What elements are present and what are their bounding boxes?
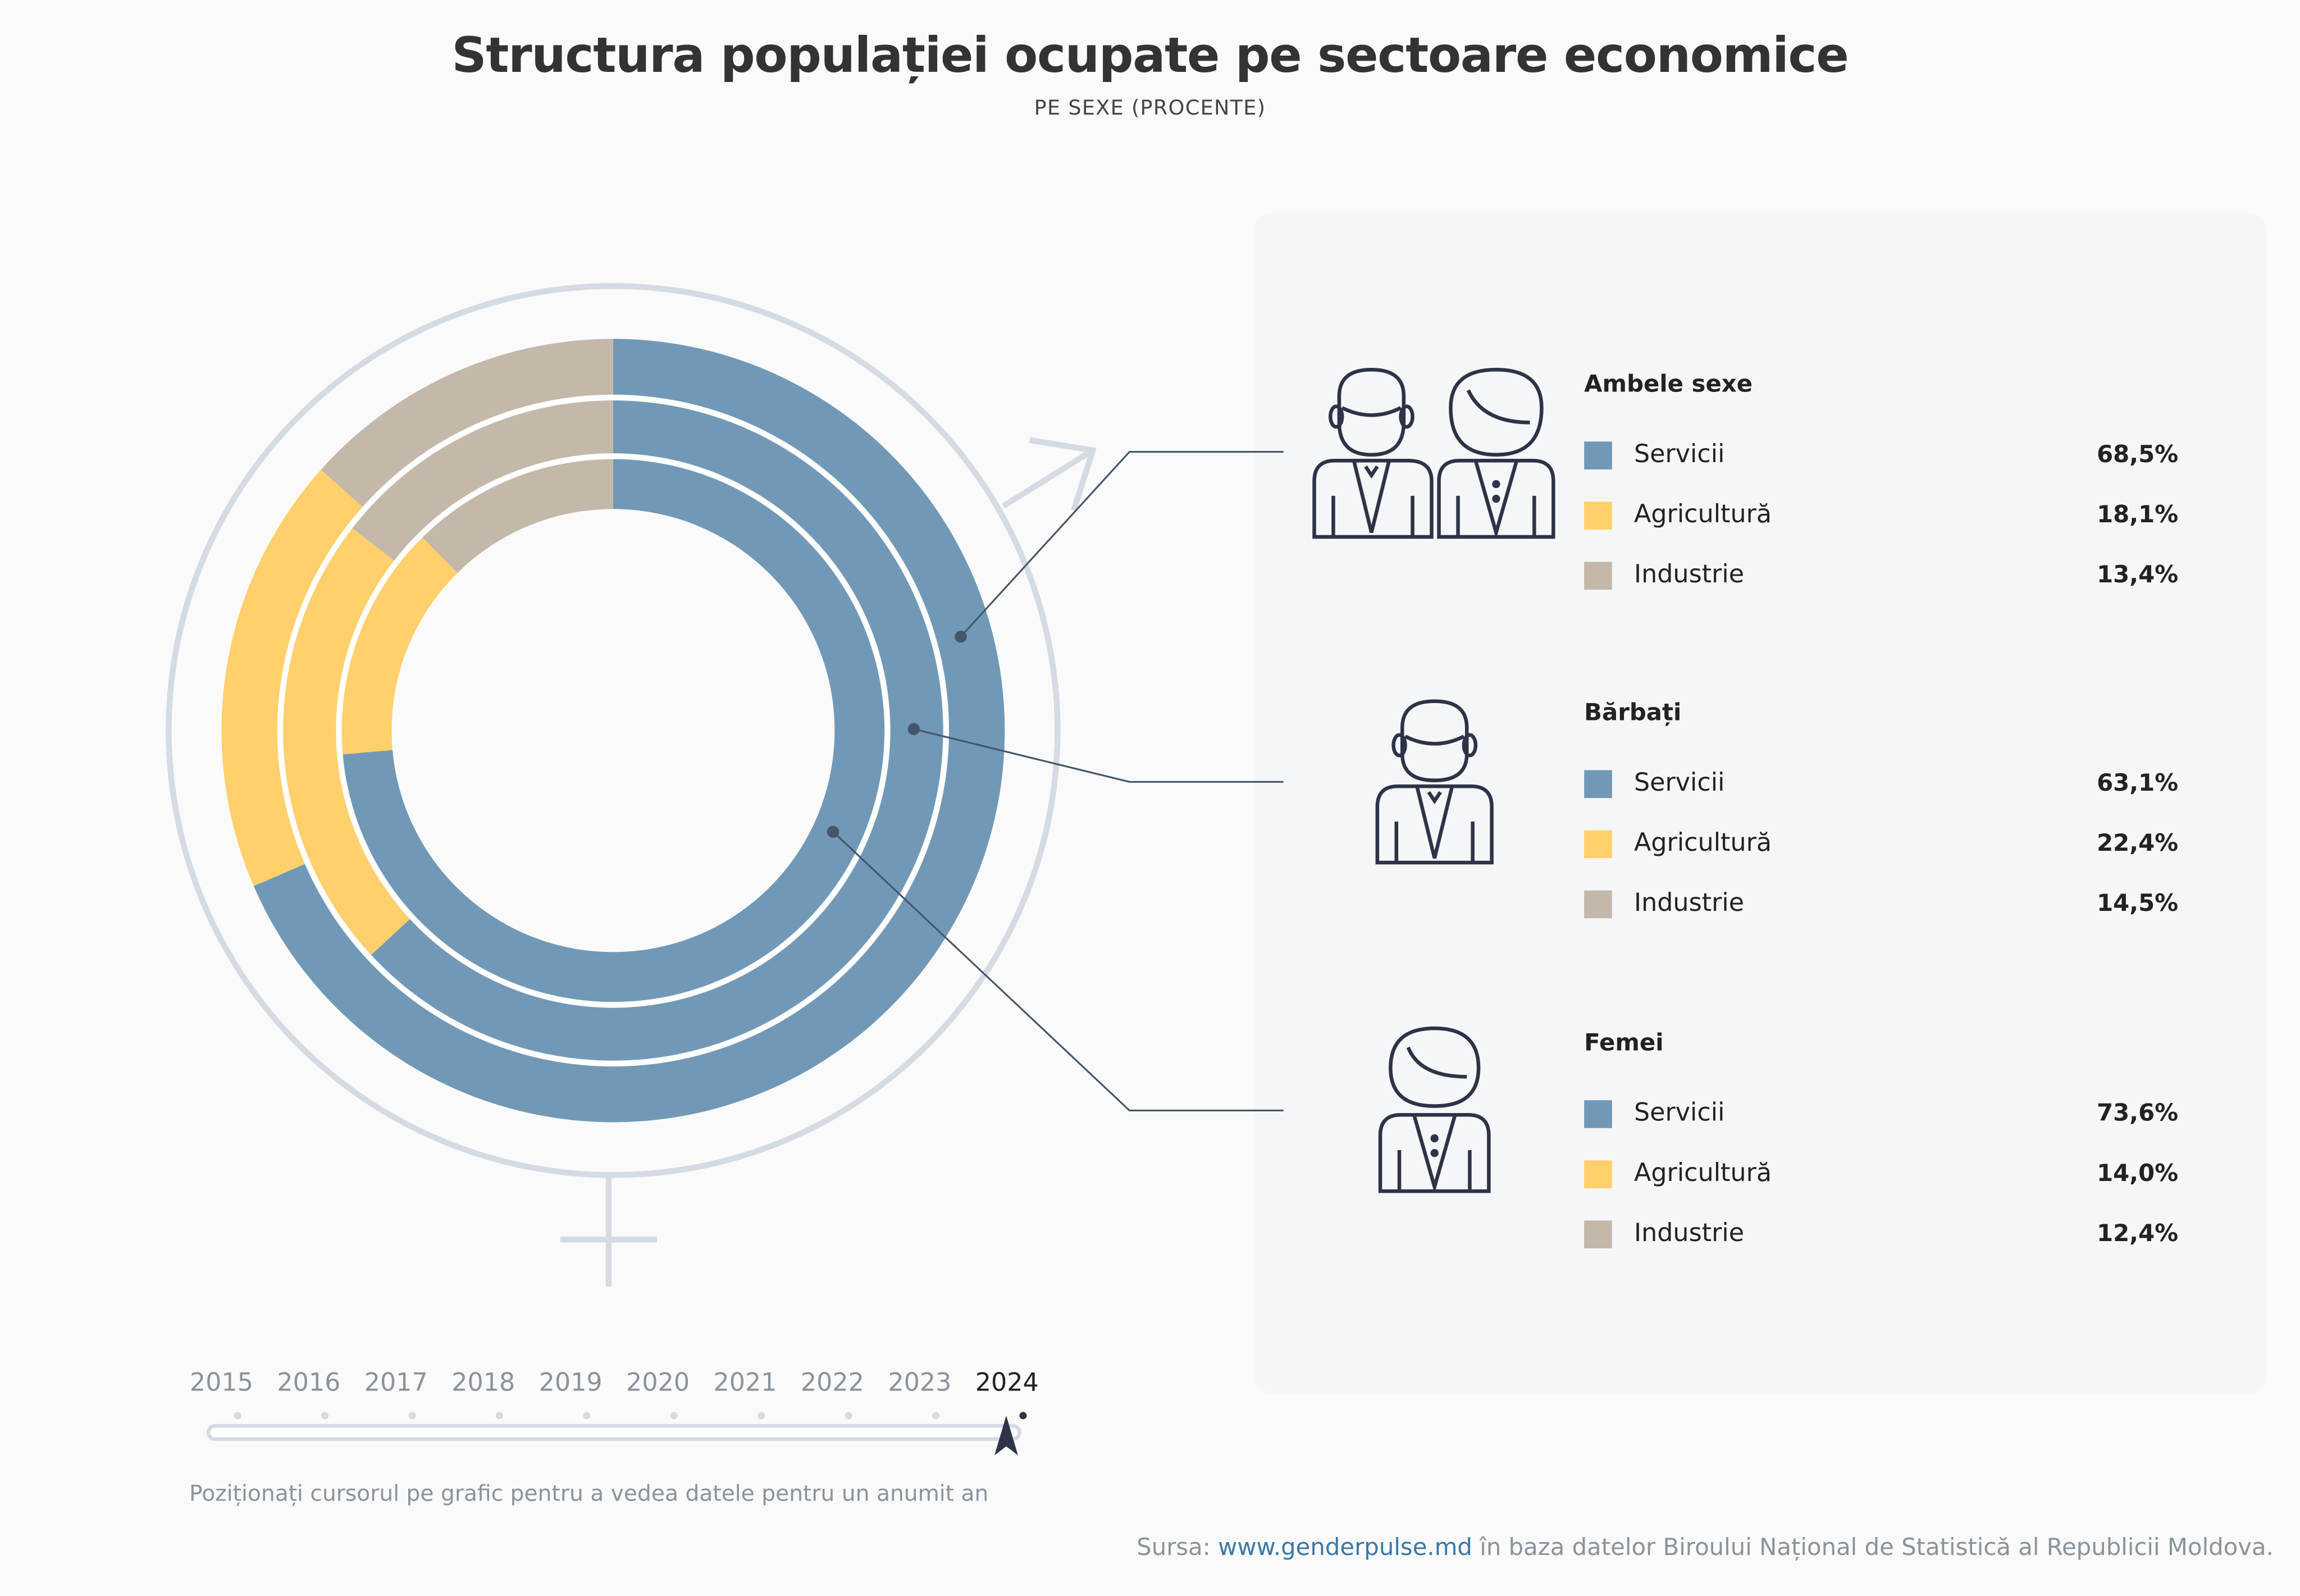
legend-swatch	[1584, 1220, 1612, 1248]
year-2019[interactable]: 2019	[539, 1369, 603, 1398]
legend-value: 13,4%	[2097, 560, 2179, 589]
year-dot[interactable]	[583, 1412, 591, 1420]
timeline-track[interactable]	[206, 1424, 1021, 1441]
legend-value: 14,5%	[2097, 888, 2179, 917]
timeline-cursor-icon[interactable]	[994, 1415, 1018, 1456]
legend-swatch	[1584, 770, 1612, 799]
timeline-slider[interactable]	[191, 1401, 1042, 1467]
legend-group-0: Ambele sexe Servicii 68,5% Agricultură 1…	[1584, 370, 2185, 590]
legend-label: Industrie	[1633, 560, 1745, 590]
source-link[interactable]: www.genderpulse.md	[1218, 1533, 1472, 1561]
woman-icon	[1378, 1026, 1491, 1194]
group-title: Femei	[1584, 1028, 1664, 1056]
year-2023[interactable]: 2023	[888, 1369, 952, 1398]
couple-icon	[1312, 368, 1555, 540]
legend-swatch	[1584, 890, 1612, 919]
legend-row[interactable]: Servicii 68,5%	[1584, 440, 2178, 472]
ring-separator	[278, 395, 948, 1066]
year-dot[interactable]	[234, 1412, 241, 1420]
legend-value: 68,5%	[2097, 440, 2179, 468]
legend-group-1: Bărbați Servicii 63,1% Agricultură 22,4%…	[1584, 698, 2185, 919]
arc-middle-2[interactable]	[352, 400, 613, 561]
legend-label: Servicii	[1633, 768, 1725, 799]
legend-swatch	[1584, 562, 1612, 590]
source-prefix: Sursa:	[1137, 1533, 1211, 1561]
year-2015[interactable]: 2015	[189, 1369, 253, 1398]
year-2022[interactable]: 2022	[800, 1369, 864, 1398]
group-title: Ambele sexe	[1584, 370, 1753, 398]
legend-row[interactable]: Agricultură 18,1%	[1584, 500, 2178, 532]
legend-label: Servicii	[1633, 440, 1725, 469]
legend-group-2: Femei Servicii 73,6% Agricultură 14,0% I…	[1584, 1028, 2185, 1248]
legend-row[interactable]: Agricultură 22,4%	[1584, 829, 2178, 861]
legend-label: Industrie	[1633, 888, 1745, 919]
man-icon	[1375, 699, 1494, 865]
legend-label: Agricultură	[1633, 828, 1772, 859]
legend-swatch	[1584, 1160, 1612, 1188]
connector-line-1	[914, 728, 1284, 783]
legend-value: 22,4%	[2097, 828, 2179, 857]
page-title: Structura populației ocupate pe sectoare…	[451, 26, 1849, 84]
source-note: Sursa: www.genderpulse.md în baza datelo…	[1137, 1533, 2274, 1561]
arc-inner-1[interactable]	[341, 537, 458, 755]
legend-value: 12,4%	[2097, 1219, 2179, 1247]
year-2018[interactable]: 2018	[451, 1369, 515, 1398]
arc-inner-2[interactable]	[422, 459, 613, 573]
page-subtitle: PE SEXE (PROCENTE)	[1034, 97, 1266, 121]
legend-value: 73,6%	[2097, 1098, 2179, 1127]
gender-symbol-icon	[166, 283, 1097, 1287]
year-2016[interactable]: 2016	[277, 1369, 341, 1398]
legend-label: Agricultură	[1633, 1159, 1772, 1188]
legend-row[interactable]: Servicii 63,1%	[1584, 769, 2178, 801]
legend-row[interactable]: Industrie 13,4%	[1584, 560, 2178, 592]
ring-separator	[336, 454, 890, 1007]
source-suffix: în baza datelor Biroului Național de Sta…	[1480, 1533, 2274, 1561]
legend-swatch	[1584, 830, 1612, 859]
group-title: Bărbați	[1584, 698, 1682, 727]
legend-value: 63,1%	[2097, 768, 2179, 797]
legend-value: 14,0%	[2097, 1159, 2179, 1187]
legend-label: Industrie	[1633, 1219, 1745, 1248]
year-dot[interactable]	[408, 1412, 416, 1420]
legend-label: Servicii	[1633, 1098, 1725, 1128]
year-2024[interactable]: 2024	[975, 1369, 1039, 1398]
year-2021[interactable]: 2021	[713, 1369, 777, 1398]
year-dot[interactable]	[670, 1412, 678, 1420]
arc-middle-1[interactable]	[283, 528, 410, 955]
connector-dot	[827, 826, 839, 838]
legend-swatch	[1584, 501, 1612, 530]
arc-outer-1[interactable]	[221, 469, 363, 886]
year-dot[interactable]	[1019, 1412, 1027, 1420]
timeline-hint: Poziționați cursorul pe grafic pentru a …	[189, 1480, 989, 1507]
year-dot[interactable]	[321, 1412, 329, 1420]
year-dot[interactable]	[845, 1412, 852, 1420]
arc-middle-0[interactable]	[371, 400, 943, 1061]
year-2020[interactable]: 2020	[626, 1369, 690, 1398]
legend-value: 18,1%	[2097, 500, 2179, 528]
legend-swatch	[1584, 441, 1612, 469]
year-2017[interactable]: 2017	[364, 1369, 428, 1398]
year-dot[interactable]	[757, 1412, 765, 1420]
connector-line-2	[832, 831, 1284, 1112]
arc-outer-2[interactable]	[321, 339, 613, 507]
year-dot[interactable]	[495, 1412, 503, 1420]
connector-line-0	[960, 450, 1284, 637]
legend-row[interactable]: Industrie 14,5%	[1584, 889, 2178, 921]
year-dot[interactable]	[932, 1412, 940, 1420]
connector-dot	[907, 723, 920, 735]
legend-row[interactable]: Agricultură 14,0%	[1584, 1159, 2178, 1191]
legend-row[interactable]: Industrie 12,4%	[1584, 1219, 2178, 1251]
connector-dot	[955, 630, 967, 643]
legend-label: Agricultură	[1633, 500, 1772, 530]
legend-row[interactable]: Servicii 73,6%	[1584, 1099, 2178, 1131]
legend-swatch	[1584, 1100, 1612, 1128]
